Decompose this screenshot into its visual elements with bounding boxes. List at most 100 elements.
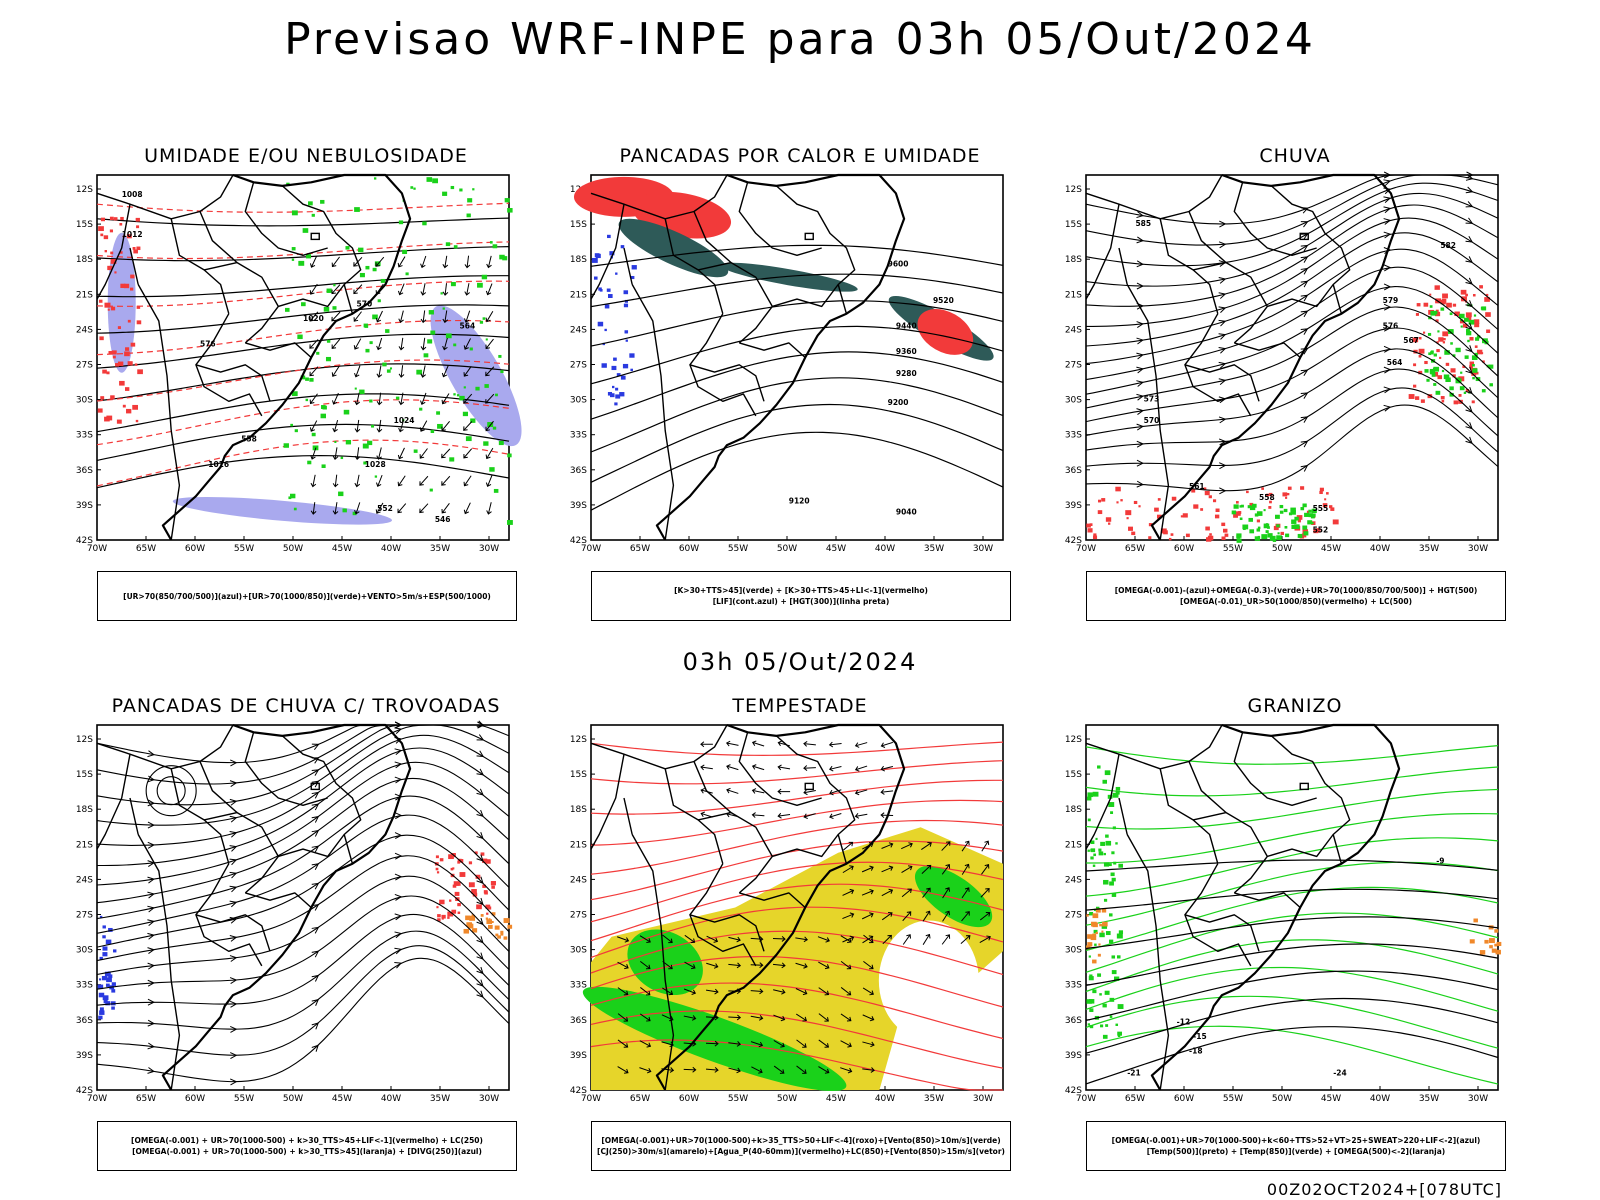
lon-label: 65W <box>136 1094 156 1104</box>
streamline-arrow <box>1218 438 1227 446</box>
wind-vector <box>902 934 911 945</box>
streamline-arrow <box>1300 280 1309 288</box>
lon-label: 50W <box>777 544 797 554</box>
wind-vector <box>862 987 874 996</box>
lat-label: 24S <box>76 325 93 335</box>
wind-vector <box>901 842 913 850</box>
temp850-contour <box>1115 1023 1119 1027</box>
humid-green-cell <box>440 292 443 295</box>
temp850-contour <box>1111 955 1116 959</box>
contour-label: 1024 <box>394 416 415 425</box>
country-border <box>203 261 279 344</box>
streamline-arrow <box>1136 321 1145 328</box>
humid-red-cell <box>115 363 120 367</box>
wind-arrow <box>309 311 319 322</box>
streamline-arrow <box>1383 171 1392 179</box>
temp850-contour <box>1086 999 1092 1004</box>
streamline-arrow <box>1218 292 1227 299</box>
wind-green <box>582 986 847 1092</box>
lon-label: 45W <box>1321 1094 1341 1104</box>
rain-green <box>1291 524 1297 529</box>
rain-red <box>1434 285 1440 290</box>
thunder-red <box>484 891 488 895</box>
rain-red <box>1413 384 1417 388</box>
streamline-arrow <box>147 750 156 758</box>
thunder-red <box>480 852 485 856</box>
country-border <box>693 211 732 264</box>
lat-label: 30S <box>1065 946 1082 956</box>
wind-vector <box>921 864 932 874</box>
thickness-contour <box>96 280 510 307</box>
lif-blue <box>629 353 635 358</box>
humid-red-cell <box>116 419 122 424</box>
contour-label: 9520 <box>933 296 954 305</box>
lat-label: 33S <box>1065 431 1082 441</box>
wind-vector <box>728 1067 741 1074</box>
contour-label: 576 <box>1383 321 1399 330</box>
humid-red-cell <box>135 419 139 423</box>
temp850-contour <box>1085 886 1499 952</box>
omega-orange <box>1092 933 1097 937</box>
wind-arrow <box>420 392 427 405</box>
temp500-contour <box>1085 970 1499 1021</box>
wind-vector <box>881 888 894 897</box>
rain-red <box>1472 294 1476 297</box>
temp850-contour <box>1094 943 1097 946</box>
temp850-contour <box>1117 1031 1122 1036</box>
streamline-arrow <box>147 876 156 884</box>
streamline-arrow <box>1383 303 1392 311</box>
humid-green-cell <box>285 307 290 312</box>
lif-blue <box>601 363 607 368</box>
lif-blue <box>593 276 598 280</box>
temp850-contour <box>1085 766 1499 797</box>
contour-label: -15 <box>1193 1032 1207 1041</box>
humid-red-cell <box>136 305 141 309</box>
wind-vector <box>818 987 830 996</box>
humid-red-cell <box>110 306 116 311</box>
rain-green <box>1240 504 1244 508</box>
country-border <box>693 761 732 814</box>
country-border <box>1118 797 1128 835</box>
humid-green-cell <box>326 288 332 293</box>
wind-vector <box>684 961 696 970</box>
streamline <box>97 747 510 867</box>
omega-orange <box>1479 950 1486 955</box>
streamline-arrow <box>476 809 484 818</box>
humid-red-cell <box>125 387 130 391</box>
thunder-red <box>452 884 457 888</box>
divergence-blue <box>106 977 112 983</box>
streamline-arrow <box>229 845 238 852</box>
thunder-orange <box>485 917 488 920</box>
streamline-red <box>590 819 1004 875</box>
streamline <box>1085 306 1499 409</box>
temp850-contour <box>1093 929 1098 934</box>
contour-label: 9280 <box>896 369 917 378</box>
wind-arrow <box>375 474 383 488</box>
height-contour <box>590 325 1004 385</box>
lon-label: 70W <box>1076 544 1096 554</box>
streamline-arrow <box>1300 440 1309 448</box>
rain-green <box>1275 514 1280 519</box>
rain-green <box>1435 390 1441 395</box>
streamline-arrow <box>1218 416 1227 424</box>
streamline-arrow <box>1136 211 1145 219</box>
rain-green <box>1302 525 1308 530</box>
rain-green <box>1476 335 1481 339</box>
streamline-arrow <box>147 998 156 1006</box>
wind-arrow <box>485 393 495 404</box>
streamline-arrow <box>394 962 403 969</box>
streamline <box>1085 232 1499 347</box>
omega-orange <box>1484 939 1489 944</box>
divergence-blue <box>108 927 113 932</box>
temp850-contour <box>1103 852 1106 856</box>
humid-green-cell <box>367 440 373 446</box>
lif-blue <box>615 394 621 399</box>
lat-label: 15S <box>1065 770 1082 780</box>
lat-label: 36S <box>1065 1016 1082 1026</box>
country-border <box>739 892 806 909</box>
rain-green <box>1302 503 1307 508</box>
rain-red <box>1473 319 1480 324</box>
humid-red-cell <box>120 216 124 221</box>
rain-red <box>1286 492 1290 496</box>
wind-vector <box>981 864 990 875</box>
